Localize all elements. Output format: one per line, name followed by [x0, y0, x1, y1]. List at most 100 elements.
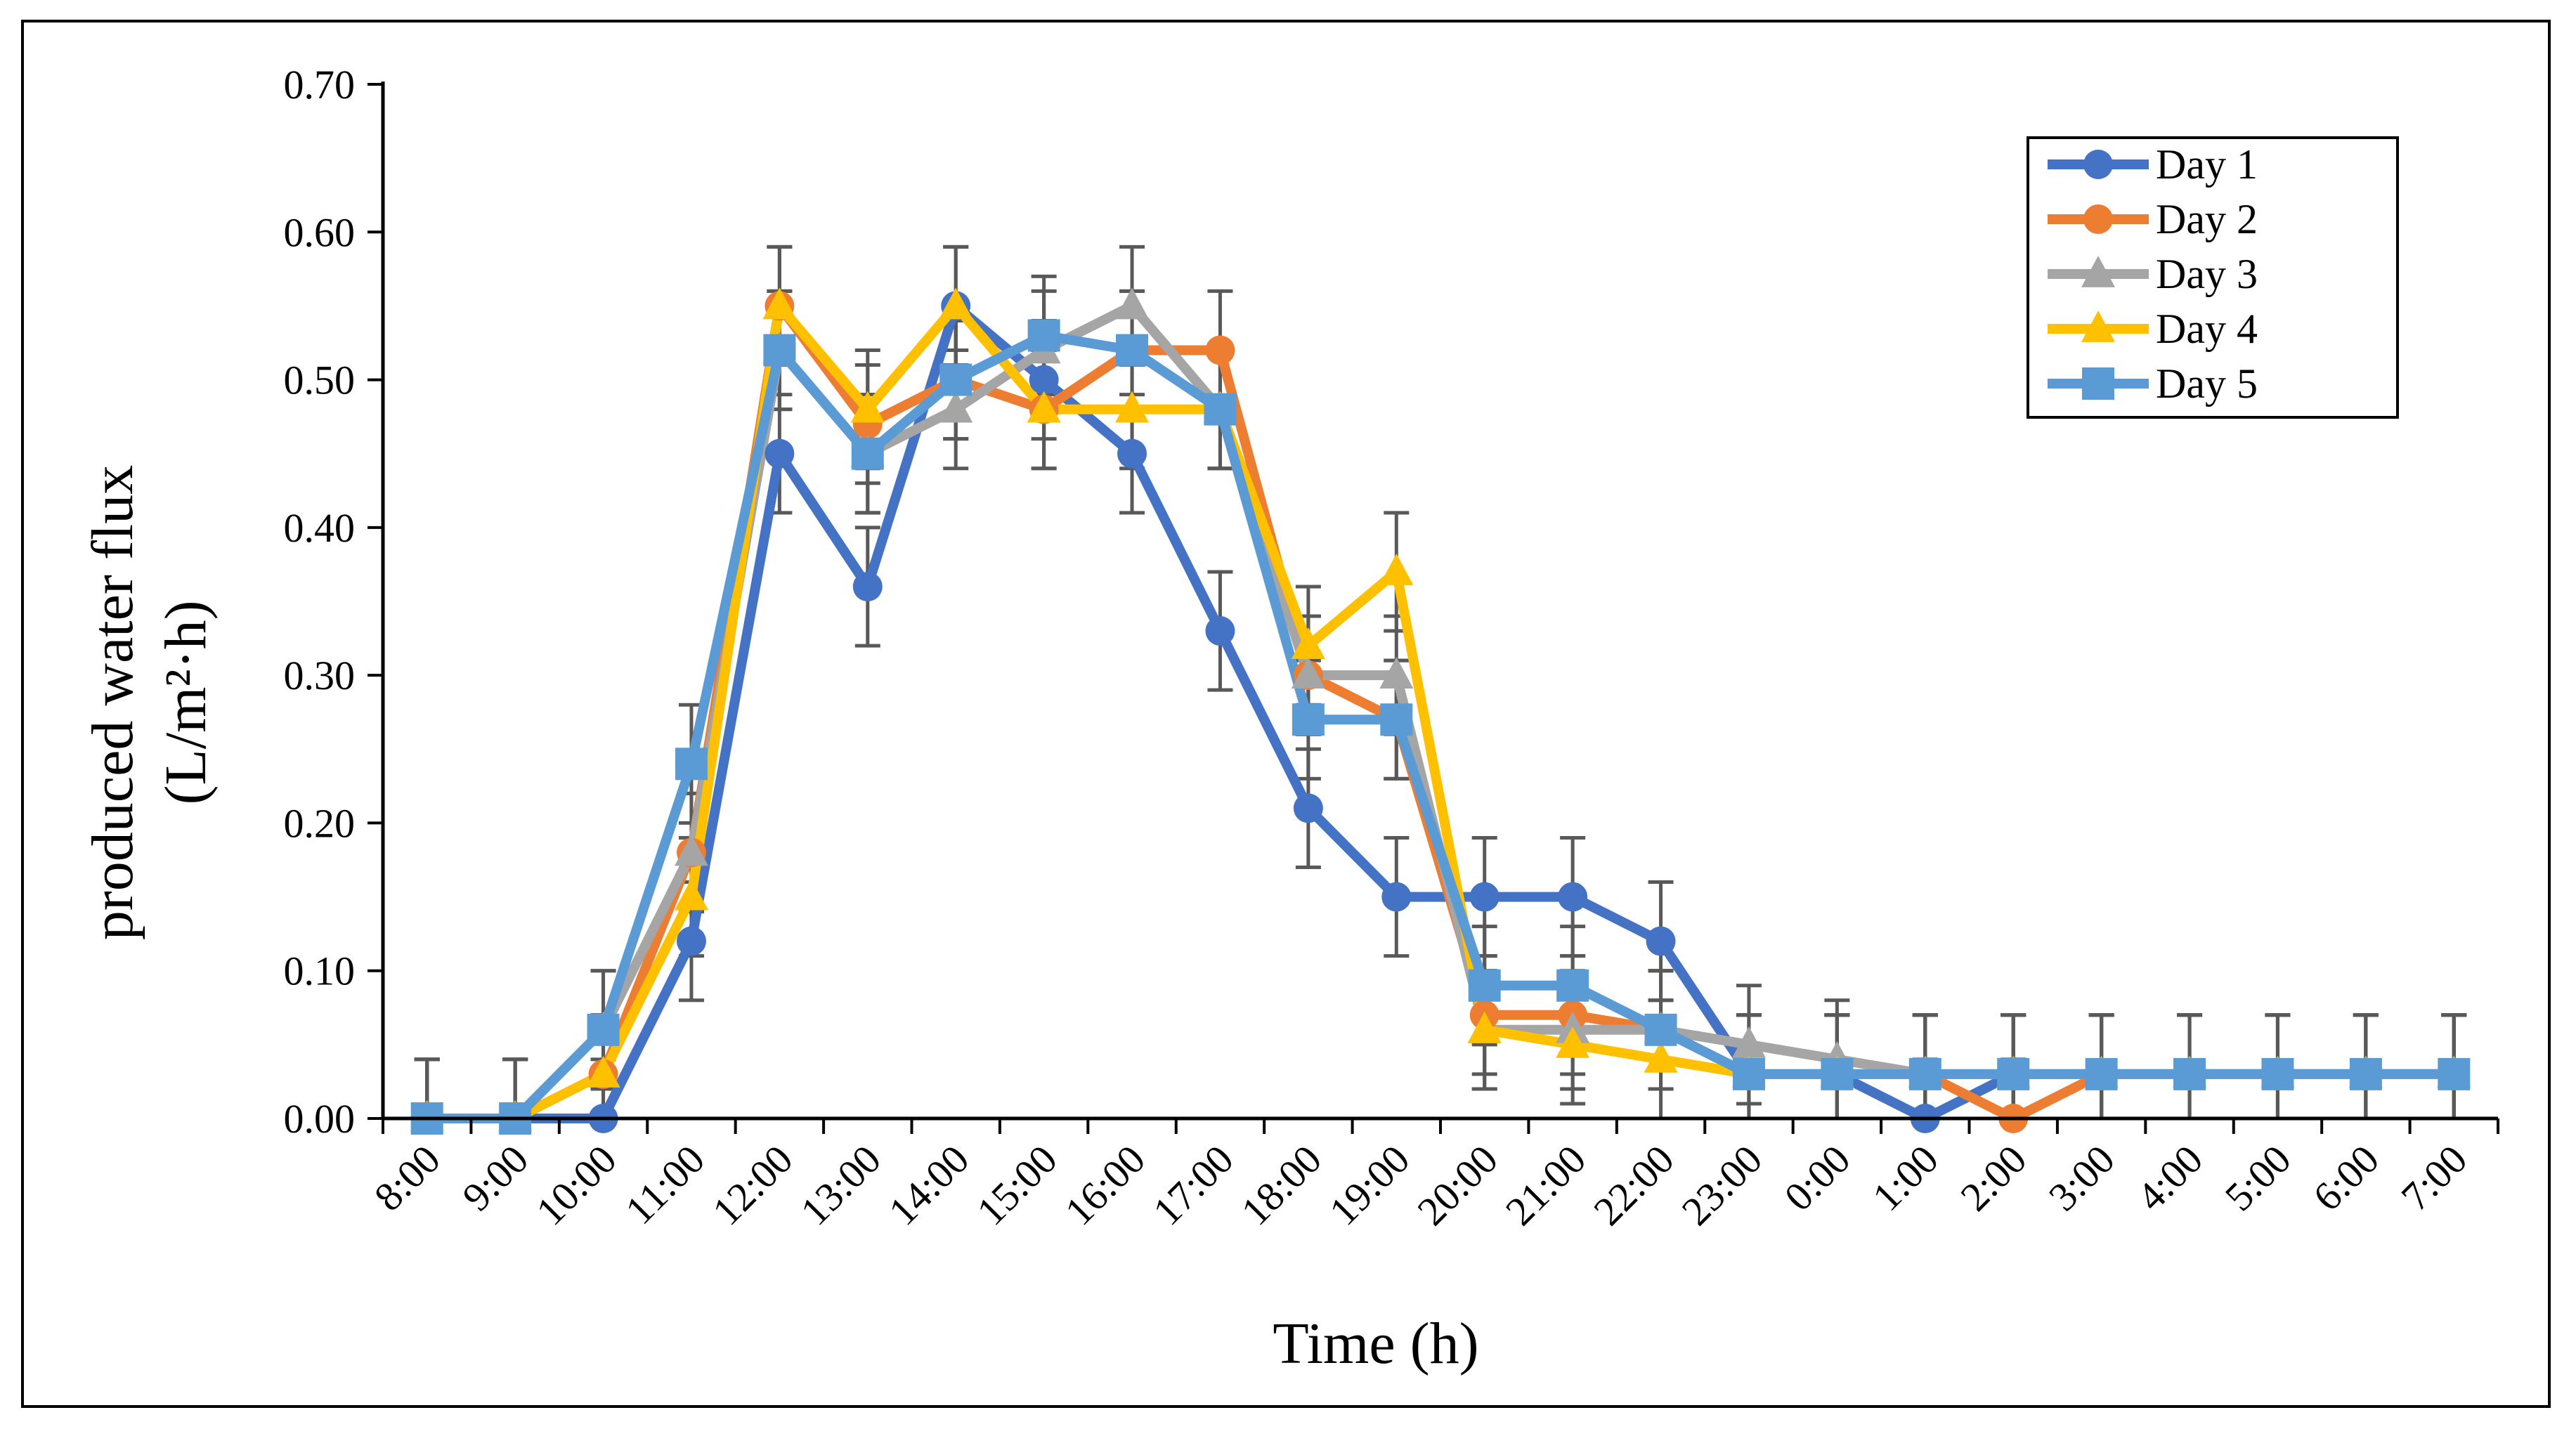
x-tick-label: 6:00 — [2304, 1136, 2388, 1220]
data-point-day-4 — [939, 287, 973, 320]
legend-item-day-1: Day 1 — [2048, 141, 2258, 188]
data-point-day-4 — [1379, 553, 1414, 585]
data-point-day-5 — [2173, 1057, 2206, 1090]
data-point-day-4 — [850, 391, 885, 423]
data-point-day-5 — [939, 363, 972, 396]
data-point-day-4 — [1467, 1011, 1502, 1043]
y-tick-label: 0.20 — [284, 800, 356, 846]
chart-frame — [21, 20, 2551, 1408]
x-tick-label: 11:00 — [616, 1136, 713, 1233]
series-line-day-1 — [427, 301, 2454, 1123]
x-tick-label: 15:00 — [968, 1136, 1065, 1234]
x-tick-label: 5:00 — [2216, 1136, 2300, 1220]
series-markers — [410, 287, 2471, 1135]
series-lines — [427, 301, 2454, 1123]
legend-item-day-5: Day 5 — [2048, 360, 2258, 407]
x-tick-label: 12:00 — [703, 1136, 801, 1234]
x-tick-label: 3:00 — [2040, 1136, 2123, 1220]
data-point-day-5 — [2085, 1057, 2118, 1090]
data-point-day-1 — [676, 926, 706, 956]
legend-swatch-marker — [2083, 204, 2113, 234]
legend-swatch-marker — [2082, 367, 2114, 400]
legend-label: Day 3 — [2156, 251, 2258, 297]
data-point-day-1 — [1205, 616, 1235, 646]
data-point-day-5 — [1644, 1013, 1677, 1046]
data-point-day-3 — [1379, 657, 1414, 689]
data-point-day-1 — [1293, 793, 1323, 823]
data-point-day-1 — [1469, 882, 1500, 912]
legend-swatch-marker — [2083, 150, 2113, 179]
x-tick-label: 16:00 — [1056, 1136, 1154, 1234]
data-point-day-5 — [1908, 1057, 1941, 1090]
data-point-day-5 — [587, 1013, 620, 1046]
x-tick-label: 18:00 — [1232, 1136, 1330, 1234]
x-tick-label: 13:00 — [792, 1136, 890, 1234]
y-tick-label: 0.50 — [284, 358, 356, 403]
legend-item-day-3: Day 3 — [2048, 251, 2258, 297]
data-point-day-5 — [851, 437, 884, 470]
data-point-day-5 — [763, 334, 796, 367]
data-point-day-5 — [1027, 319, 1060, 352]
x-tick-label: 10:00 — [527, 1136, 625, 1234]
axes — [367, 81, 2499, 1134]
data-point-day-2 — [1205, 335, 1235, 365]
x-tick-label: 23:00 — [1673, 1136, 1771, 1234]
data-point-day-1 — [1381, 882, 1412, 912]
legend-label: Day 4 — [2156, 306, 2258, 352]
y-axis-title-line2: (L/m²·h) — [153, 600, 219, 804]
y-tick-label: 0.40 — [284, 505, 356, 551]
data-point-day-5 — [1116, 334, 1149, 367]
y-tick-label: 0.10 — [284, 948, 356, 994]
data-point-day-4 — [674, 878, 708, 911]
x-axis-title: Time (h) — [1273, 1311, 1478, 1376]
data-point-day-3 — [1115, 287, 1150, 320]
x-tick-label: 14:00 — [880, 1136, 977, 1234]
x-tick-label: 1:00 — [1863, 1136, 1947, 1220]
x-tick-label: 20:00 — [1409, 1136, 1507, 1234]
data-point-day-4 — [1556, 1026, 1590, 1058]
data-point-day-4 — [1644, 1040, 1678, 1073]
data-point-day-5 — [1204, 393, 1237, 426]
data-point-day-1 — [852, 571, 883, 601]
data-point-day-5 — [1556, 969, 1589, 1002]
data-point-day-4 — [586, 1055, 620, 1088]
data-point-day-5 — [2438, 1057, 2471, 1090]
data-point-day-1 — [1029, 365, 1059, 395]
legend-swatch-marker — [2081, 310, 2115, 342]
data-point-day-1 — [1558, 882, 1588, 912]
y-axis-title-line1: produced water flux — [80, 465, 145, 940]
data-point-day-5 — [2349, 1057, 2382, 1090]
x-tick-label: 19:00 — [1320, 1136, 1418, 1234]
x-tick-label: 9:00 — [453, 1136, 537, 1220]
data-point-day-5 — [1292, 703, 1325, 736]
data-point-day-5 — [1821, 1057, 1854, 1090]
data-point-day-5 — [1380, 703, 1413, 736]
data-point-day-4 — [762, 287, 797, 320]
data-point-day-3 — [1291, 657, 1325, 689]
legend-label: Day 1 — [2156, 141, 2258, 188]
data-point-day-5 — [675, 748, 708, 781]
legend-item-day-4: Day 4 — [2048, 306, 2258, 352]
legend-item-day-2: Day 2 — [2048, 196, 2258, 242]
data-point-day-4 — [1027, 391, 1061, 423]
legend-label: Day 5 — [2156, 360, 2258, 407]
x-tick-label: 22:00 — [1585, 1136, 1682, 1234]
legend: Day 1 Day 2 Day 3 Day 4 Day 5 — [2027, 136, 2399, 419]
legend-label: Day 2 — [2156, 196, 2258, 242]
x-tick-label: 0:00 — [1776, 1136, 1859, 1220]
legend-swatch-marker — [2081, 255, 2115, 287]
x-tick-label: 21:00 — [1497, 1136, 1594, 1234]
y-tick-label: 0.00 — [284, 1096, 356, 1142]
x-tick-label: 8:00 — [365, 1136, 449, 1220]
data-point-day-4 — [1115, 391, 1150, 423]
data-point-day-3 — [939, 391, 973, 423]
data-point-day-3 — [674, 834, 708, 866]
x-tick-label: 17:00 — [1144, 1136, 1242, 1234]
data-point-day-5 — [1997, 1057, 2030, 1090]
data-point-day-5 — [1468, 969, 1501, 1002]
data-point-day-4 — [1291, 627, 1325, 659]
data-point-day-5 — [1732, 1057, 1765, 1090]
data-point-day-1 — [765, 438, 795, 469]
data-point-day-1 — [1646, 926, 1676, 956]
